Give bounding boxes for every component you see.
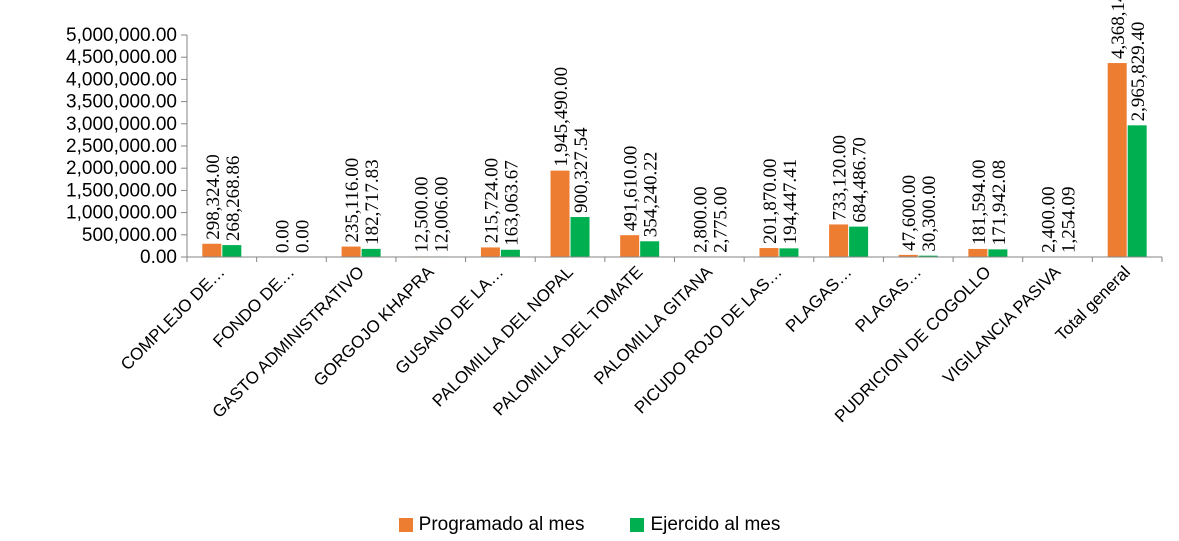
bar-ejercido — [918, 255, 938, 257]
y-tick-label: 4,500,000.00 — [66, 47, 177, 68]
y-tick-label: 1,500,000.00 — [66, 180, 177, 201]
category-label: VIGILANCIA PASIVA — [939, 262, 1065, 388]
bar-programado — [829, 224, 849, 257]
data-label-programado: 2,800.00 — [690, 186, 711, 253]
y-tick-label: 3,500,000.00 — [66, 92, 177, 113]
bar-ejercido — [222, 245, 242, 257]
bars — [202, 63, 1147, 258]
y-tick-label: 5,000,000.00 — [66, 25, 177, 46]
data-label-ejercido: 0.00 — [292, 220, 313, 253]
y-tick-label: 2,000,000.00 — [66, 158, 177, 179]
legend-label-ejercido: Ejercido al mes — [650, 514, 781, 535]
y-tick-label: 1,000,000.00 — [66, 203, 177, 224]
legend-item-programado: Programado al mes — [398, 514, 585, 536]
bar-ejercido — [1127, 125, 1147, 258]
data-label-programado: 2,400.00 — [1039, 186, 1060, 253]
data-label-ejercido: 194,447.41 — [780, 159, 801, 245]
legend-swatch-ejercido — [630, 518, 645, 532]
bar-programado — [480, 247, 500, 257]
bar-programado — [202, 243, 222, 257]
data-label-ejercido: 171,942.08 — [989, 160, 1010, 245]
data-label-ejercido: 182,717.83 — [362, 159, 383, 245]
data-label-ejercido: 30,300.00 — [919, 176, 940, 252]
data-label-ejercido: 12,006.00 — [432, 176, 453, 252]
data-label-programado: 235,116.00 — [342, 158, 363, 243]
data-label-programado: 201,870.00 — [760, 159, 781, 245]
data-label-programado: 215,724.00 — [481, 158, 502, 243]
data-label-programado: 47,600.00 — [899, 175, 920, 251]
data-label-programado: 1,945,490.00 — [551, 67, 572, 167]
x-axis: COMPLEJO DE…FONDO DE…GASTO ADMINISTRATIV… — [117, 256, 1163, 426]
bar-ejercido — [640, 241, 660, 257]
data-label-programado: 298,324.00 — [203, 154, 224, 239]
category-label: PICUDO ROJO DE LAS… — [631, 262, 786, 417]
bar-programado — [341, 246, 361, 257]
y-tick-label: 0.00 — [140, 247, 177, 268]
bar-programado — [550, 170, 570, 257]
data-label-ejercido: 354,240.22 — [641, 152, 662, 238]
bar-chart: 0.00500,000.001,000,000.001,500,000.002,… — [66, 0, 1163, 426]
data-label-programado: 12,500.00 — [412, 176, 433, 252]
y-tick-label: 3,000,000.00 — [66, 114, 177, 135]
category-label: GORGOJO KHAPRA — [310, 262, 438, 390]
data-label-ejercido: 900,327.54 — [571, 127, 592, 213]
bar-ejercido — [779, 248, 799, 257]
bar-ejercido — [500, 249, 520, 257]
bar-ejercido — [849, 226, 869, 257]
bar-programado — [620, 235, 640, 257]
y-tick-label: 4,000,000.00 — [66, 69, 177, 90]
bar-ejercido — [361, 248, 381, 257]
bar-ejercido — [988, 249, 1008, 257]
category-label: COMPLEJO DE… — [117, 262, 229, 374]
y-axis: 0.00500,000.001,000,000.001,500,000.002,… — [66, 25, 188, 268]
legend-label-programado: Programado al mes — [418, 514, 585, 535]
data-label-programado: 181,594.00 — [969, 159, 990, 244]
bar-ejercido — [570, 217, 590, 257]
data-label-ejercido: 2,775.00 — [710, 186, 731, 253]
category-label: PLAGAS… — [782, 262, 856, 336]
data-label-programado: 491,610.00 — [621, 146, 642, 232]
legend-swatch-programado — [398, 518, 413, 532]
data-label-ejercido: 684,486.70 — [850, 137, 871, 223]
category-label: PLAGAS… — [852, 262, 926, 336]
data-label-programado: 4,368,148 — [1108, 0, 1129, 59]
legend: Programado al mes Ejercido al mes — [0, 512, 1179, 538]
data-label-programado: 0.00 — [272, 220, 293, 253]
category-label: PALOMILLA GITANA — [590, 262, 716, 388]
data-label-ejercido: 1,254.09 — [1059, 186, 1080, 253]
category-label: Total general — [1052, 262, 1134, 344]
bar-programado — [898, 254, 918, 257]
data-label-ejercido: 163,063.67 — [501, 160, 522, 246]
y-tick-label: 2,500,000.00 — [66, 136, 177, 157]
bar-programado — [1107, 63, 1127, 257]
y-tick-label: 500,000.00 — [82, 225, 177, 246]
bar-programado — [968, 248, 988, 257]
data-label-ejercido: 268,268.86 — [223, 156, 244, 241]
category-label: PALOMILLA DEL NOPAL — [429, 262, 577, 410]
data-labels: 298,324.00 268,268.86 0.00 0.00 235,116.00 18… — [203, 0, 1149, 253]
data-label-programado: 733,120.00 — [830, 135, 851, 221]
data-label-ejercido: 2,965,829.40 — [1128, 22, 1149, 122]
bar-programado — [759, 248, 779, 257]
legend-item-ejercido: Ejercido al mes — [630, 514, 780, 536]
